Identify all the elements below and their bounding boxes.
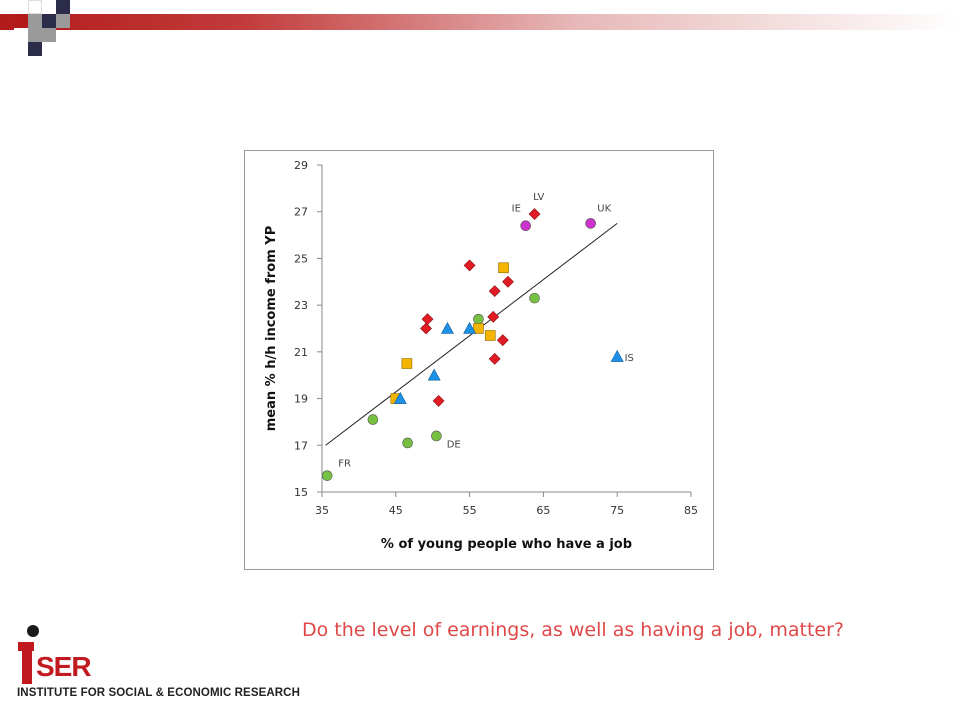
x-tick-label: 45 <box>389 504 403 517</box>
y-tick-label: 19 <box>294 393 308 406</box>
country-label: UK <box>597 204 611 215</box>
y-tick-label: 29 <box>294 159 308 172</box>
data-point-circle <box>321 470 333 481</box>
scatter-chart: 15 17 19 21 23 25 27 29 35 45 55 65 75 85 % of young p… <box>264 159 698 552</box>
slide-subtitle: Do the level of earnings, as well as hav… <box>302 619 845 641</box>
country-label: IS <box>625 353 634 364</box>
country-label: DE <box>447 440 461 451</box>
data-point-triangle <box>463 321 477 334</box>
logo-figure-icon <box>18 625 39 684</box>
data-point-diamond <box>488 285 501 298</box>
data-point-triangle <box>610 349 624 362</box>
x-tick-label: 65 <box>536 504 550 517</box>
data-point-diamond <box>420 322 432 335</box>
data-point-triangle <box>427 368 441 381</box>
logo-tagline: INSTITUTE FOR SOCIAL & ECONOMIC RESEARCH <box>17 687 300 699</box>
data-point-diamond <box>528 208 541 220</box>
logo-wordmark: SER <box>36 651 92 682</box>
y-tick-label: 21 <box>294 346 308 359</box>
country-label: LV <box>533 192 544 203</box>
data-point-square <box>498 262 509 274</box>
data-point-circle <box>529 292 540 304</box>
y-tick-label: 15 <box>294 486 308 499</box>
data-point-diamond <box>496 334 509 347</box>
data-point-circle <box>367 414 379 425</box>
y-tick-label: 23 <box>294 299 308 312</box>
data-point-diamond <box>502 275 514 288</box>
data-point-square <box>473 323 484 334</box>
x-tick-label: 35 <box>315 504 329 517</box>
data-point-circle <box>585 218 596 229</box>
y-tick-label: 25 <box>294 252 308 265</box>
data-point-diamond <box>487 310 500 323</box>
x-axis-title: % of young people who have a job <box>381 537 632 552</box>
country-label: FR <box>338 458 351 469</box>
data-point-triangle <box>393 391 407 404</box>
y-tick-label: 27 <box>294 206 308 219</box>
data-point-circle <box>431 430 442 442</box>
y-tick-label: 17 <box>294 439 308 452</box>
data-point-diamond <box>488 352 501 365</box>
country-label: IE <box>512 204 521 215</box>
x-tick-label: 55 <box>463 504 477 517</box>
data-point-square <box>401 358 413 369</box>
data-point-circle <box>473 313 484 325</box>
data-point-circle <box>402 437 413 449</box>
x-tick-label: 75 <box>610 504 624 517</box>
x-tick-label: 85 <box>684 504 698 517</box>
data-point-circle <box>520 220 531 232</box>
data-point-diamond <box>463 259 476 272</box>
trendline <box>325 222 618 446</box>
top-accent-bar <box>0 14 960 30</box>
data-point-diamond <box>432 394 445 407</box>
y-axis-title: mean % h/h income from YP <box>264 226 279 432</box>
chart-frame: 15 17 19 21 23 25 27 29 35 45 55 65 75 85 % of young p… <box>244 150 714 570</box>
data-point-diamond <box>421 313 434 326</box>
data-point-square <box>484 330 496 341</box>
data-point-triangle <box>440 321 454 334</box>
